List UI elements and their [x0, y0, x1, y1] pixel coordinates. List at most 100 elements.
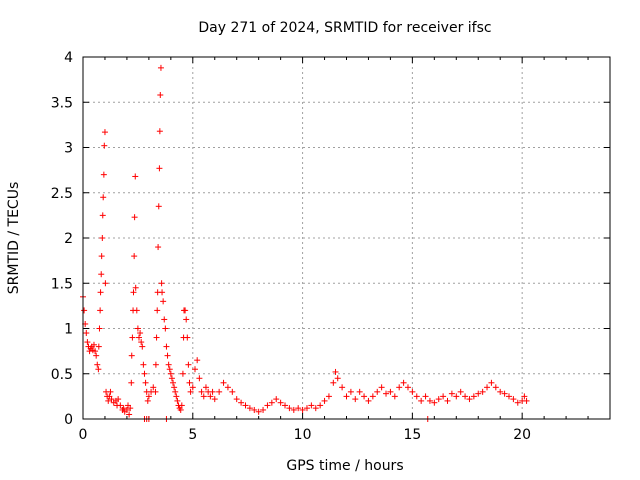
x-axis-label: GPS time / hours: [286, 458, 403, 474]
data-point: [321, 397, 328, 404]
data-point: [152, 361, 159, 368]
data-point: [98, 271, 105, 278]
data-point: [132, 284, 139, 291]
data-point: [178, 402, 185, 409]
data-point: [501, 390, 508, 397]
data-point: [409, 388, 416, 395]
data-point: [173, 393, 180, 400]
data-point: [95, 343, 102, 350]
data-point: [510, 396, 517, 403]
data-point: [138, 339, 145, 346]
data-point: [497, 388, 504, 395]
data-point: [165, 361, 172, 368]
data-point: [142, 379, 149, 386]
y-axis-label: SRMTID / TECUs: [6, 182, 22, 295]
data-point: [277, 399, 284, 406]
data-point: [462, 393, 469, 400]
data-point: [157, 92, 164, 99]
data-point: [196, 375, 203, 382]
data-point: [317, 402, 324, 409]
data-point: [268, 399, 275, 406]
x-tick-label: 10: [294, 427, 312, 443]
data-point: [396, 384, 403, 391]
data-point: [140, 361, 147, 368]
data-point: [184, 334, 191, 341]
y-tick-label: 3.5: [51, 95, 73, 111]
data-point: [97, 289, 104, 296]
data-point: [325, 393, 332, 400]
data-point: [179, 370, 186, 377]
data-point: [488, 379, 495, 386]
y-tick-label: 0: [64, 412, 73, 428]
data-point: [153, 334, 160, 341]
data-point: [295, 405, 302, 412]
data-point: [95, 366, 102, 373]
data-point: [139, 343, 146, 350]
data-point: [160, 298, 167, 305]
data-point: [422, 393, 429, 400]
data-point: [339, 384, 346, 391]
data-point: [387, 388, 394, 395]
data-point: [158, 280, 165, 287]
data-point: [171, 384, 178, 391]
data-point: [141, 370, 148, 377]
data-point: [242, 402, 249, 409]
data-point: [137, 330, 144, 337]
data-point: [123, 406, 130, 413]
data-point: [343, 393, 350, 400]
data-point: [220, 379, 227, 386]
data-point: [238, 399, 245, 406]
data-point: [194, 357, 201, 364]
x-tick-label: 20: [513, 427, 531, 443]
data-point: [100, 171, 107, 178]
data-point: [191, 366, 198, 373]
data-point: [99, 212, 106, 219]
data-point: [150, 384, 157, 391]
data-point: [475, 390, 482, 397]
data-point: [92, 348, 99, 355]
data-point: [211, 396, 218, 403]
data-point: [303, 405, 310, 412]
data-point: [312, 405, 319, 412]
data-point: [479, 388, 486, 395]
data-point: [400, 379, 407, 386]
data-point: [156, 128, 163, 135]
data-point: [264, 402, 271, 409]
data-point: [413, 393, 420, 400]
data-point: [352, 396, 359, 403]
data-point: [299, 406, 306, 413]
data-point: [133, 307, 140, 314]
axis-ticks: 0 5 10 15 20 0 0.5 1 1.5 2 2.5 3 3.5 4: [51, 50, 610, 443]
data-point: [182, 307, 189, 314]
data-point: [172, 388, 179, 395]
data-point: [198, 388, 205, 395]
data-point: [216, 388, 223, 395]
data-point: [286, 405, 293, 412]
data-point: [101, 142, 108, 149]
y-tick-label: 1.5: [51, 276, 73, 292]
data-point: [86, 348, 93, 355]
data-point: [127, 405, 134, 412]
data-point: [132, 173, 139, 180]
data-point: [246, 405, 253, 412]
x-tick-label: 5: [188, 427, 197, 443]
data-point: [154, 307, 161, 314]
data-point: [308, 402, 315, 409]
data-point: [128, 352, 135, 359]
data-point: [101, 129, 108, 136]
data-point: [131, 214, 138, 221]
data-point: [152, 388, 159, 395]
data-point: [166, 366, 173, 373]
data-point: [131, 253, 138, 260]
data-point: [233, 396, 240, 403]
data-point: [108, 396, 115, 403]
data-point: [492, 384, 499, 391]
data-point: [128, 379, 135, 386]
data-point: [334, 375, 341, 382]
data-point: [134, 325, 141, 332]
data-point: [183, 316, 190, 323]
data-point: [330, 379, 337, 386]
data-point: [155, 244, 162, 251]
data-point: [120, 405, 127, 412]
